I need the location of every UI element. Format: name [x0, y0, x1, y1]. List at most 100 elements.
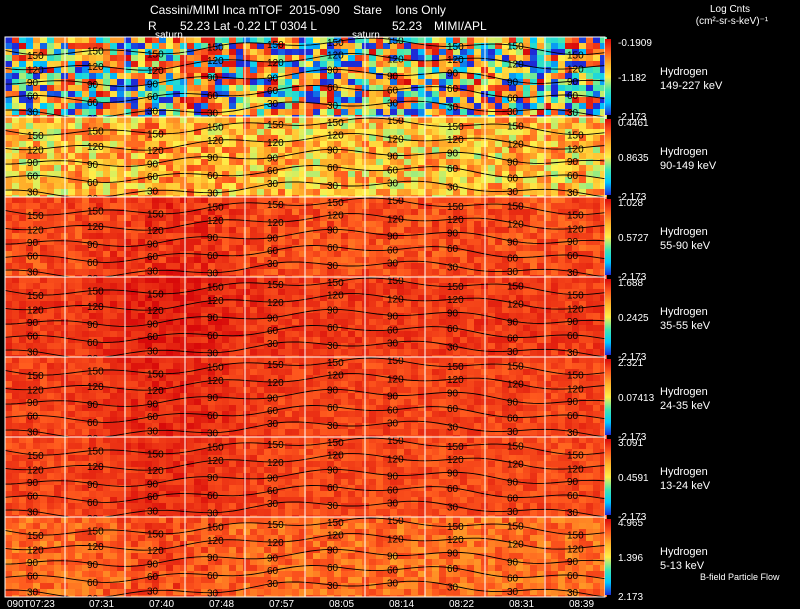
heatmap-cell: [257, 115, 264, 117]
heatmap-cell: [439, 319, 446, 325]
heatmap-cell: [5, 195, 12, 197]
heatmap-cell: [376, 251, 383, 257]
heatmap-cell: [173, 97, 180, 103]
heatmap-cell: [54, 195, 61, 197]
heatmap-cell: [453, 55, 460, 61]
heatmap-cell: [285, 159, 292, 165]
heatmap-cell: [376, 209, 383, 215]
heatmap-cell: [89, 103, 96, 109]
contour-label: 60: [267, 86, 279, 97]
heatmap-cell: [110, 313, 117, 319]
heatmap-cell: [229, 269, 236, 275]
heatmap-cell: [376, 67, 383, 73]
heatmap-cell: [173, 257, 180, 263]
heatmap-cell: [89, 37, 96, 43]
heatmap-cell: [558, 245, 565, 251]
heatmap-cell: [278, 117, 285, 123]
heatmap-cell: [26, 171, 33, 177]
heatmap-cell: [180, 257, 187, 263]
heatmap-cell: [488, 319, 495, 325]
heatmap-cell: [82, 189, 89, 195]
contour-label: 120: [507, 219, 524, 230]
heatmap-cell: [509, 55, 516, 61]
heatmap-cell: [145, 135, 152, 141]
heatmap-cell: [551, 177, 558, 183]
heatmap-cell: [257, 153, 264, 159]
heatmap-cell: [467, 123, 474, 129]
heatmap-cell: [215, 147, 222, 153]
heatmap-cell: [110, 103, 117, 109]
heatmap-cell: [411, 183, 418, 189]
heatmap-cell: [432, 135, 439, 141]
heatmap-cell: [530, 135, 537, 141]
heatmap-cell: [166, 43, 173, 49]
heatmap-cell: [26, 141, 33, 147]
heatmap-cell: [103, 55, 110, 61]
heatmap-cell: [201, 73, 208, 79]
heatmap-cell: [488, 123, 495, 129]
heatmap-cell: [509, 153, 516, 159]
heatmap-cell: [523, 109, 530, 115]
heatmap-cell: [558, 301, 565, 307]
heatmap-cell: [82, 55, 89, 61]
heatmap-cell: [257, 55, 264, 61]
heatmap-cell: [593, 171, 600, 177]
heatmap-cell: [229, 277, 236, 283]
heatmap-cell: [180, 227, 187, 233]
heatmap-cell: [488, 37, 495, 43]
heatmap-cell: [47, 277, 54, 283]
heatmap-cell: [334, 85, 341, 91]
heatmap-cell: [250, 141, 257, 147]
heatmap-cell: [124, 183, 131, 189]
heatmap-cell: [495, 209, 502, 215]
heatmap-cell: [292, 165, 299, 171]
heatmap-cell: [418, 91, 425, 97]
heatmap-cell: [243, 37, 250, 43]
heatmap-cell: [306, 159, 313, 165]
heatmap-cell: [12, 141, 19, 147]
heatmap-cell: [12, 177, 19, 183]
contour-label: 60: [447, 244, 459, 255]
heatmap-cell: [334, 97, 341, 103]
heatmap-cell: [33, 203, 40, 209]
heatmap-cell: [145, 195, 152, 197]
heatmap-cell: [285, 331, 292, 337]
heatmap-cell: [243, 61, 250, 67]
heatmap-cell: [418, 195, 425, 197]
heatmap-cell: [348, 289, 355, 295]
heatmap-cell: [488, 147, 495, 153]
heatmap-cell: [341, 233, 348, 239]
heatmap-cell: [257, 159, 264, 165]
heatmap-cell: [138, 55, 145, 61]
heatmap-cell: [404, 203, 411, 209]
heatmap-cell: [250, 49, 257, 55]
heatmap-cell: [138, 103, 145, 109]
heatmap-cell: [523, 115, 530, 117]
heatmap-cell: [19, 319, 26, 325]
heatmap-cell: [243, 135, 250, 141]
heatmap-cell: [208, 325, 215, 331]
heatmap-cell: [243, 55, 250, 61]
heatmap-cell: [411, 147, 418, 153]
heatmap-cell: [243, 269, 250, 275]
contour-label: 150: [87, 126, 104, 137]
heatmap-cell: [250, 135, 257, 141]
heatmap-cell: [173, 337, 180, 343]
heatmap-cell: [68, 257, 75, 263]
heatmap-cell: [124, 91, 131, 97]
heatmap-cell: [75, 85, 82, 91]
heatmap-cell: [579, 325, 586, 331]
heatmap-cell: [264, 197, 271, 203]
heatmap-cell: [306, 49, 313, 55]
heatmap-cell: [173, 289, 180, 295]
heatmap-cell: [544, 43, 551, 49]
heatmap-cell: [159, 129, 166, 135]
heatmap-cell: [572, 159, 579, 165]
heatmap-cell: [124, 177, 131, 183]
heatmap-cell: [467, 227, 474, 233]
heatmap-cell: [68, 227, 75, 233]
heatmap-cell: [334, 61, 341, 67]
heatmap-cell: [425, 153, 432, 159]
heatmap-cell: [376, 331, 383, 337]
heatmap-cell: [418, 129, 425, 135]
